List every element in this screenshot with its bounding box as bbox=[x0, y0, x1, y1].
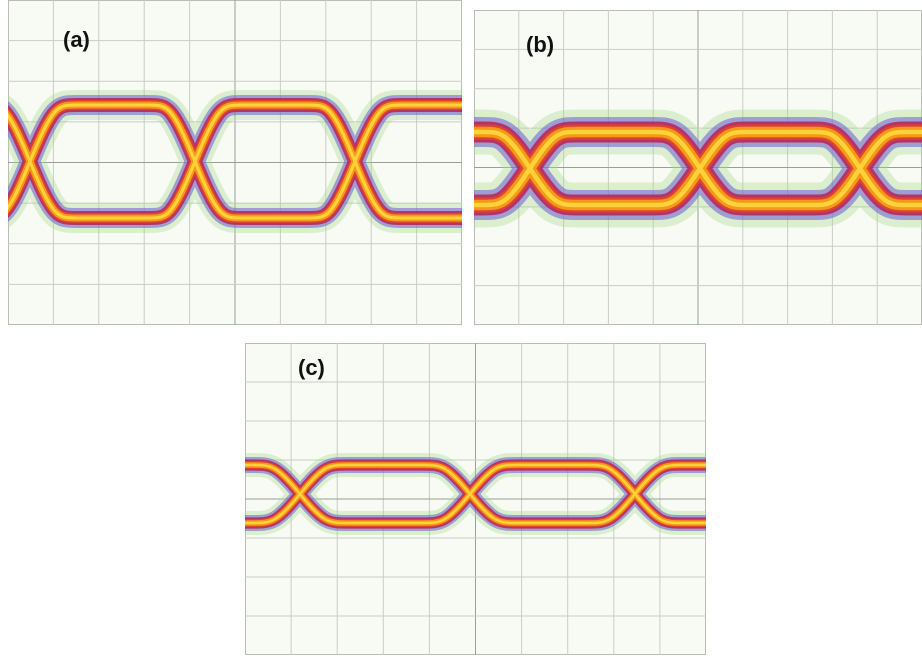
panel-label: (b) bbox=[526, 32, 554, 57]
page: {"panels": [{"label": "(a)"}, {"label": … bbox=[0, 0, 922, 657]
figure: (a) (b) (c) bbox=[0, 0, 922, 657]
eye-panel bbox=[130, 343, 805, 655]
panel-label: (c) bbox=[298, 355, 325, 380]
panel-label: (a) bbox=[63, 27, 90, 52]
